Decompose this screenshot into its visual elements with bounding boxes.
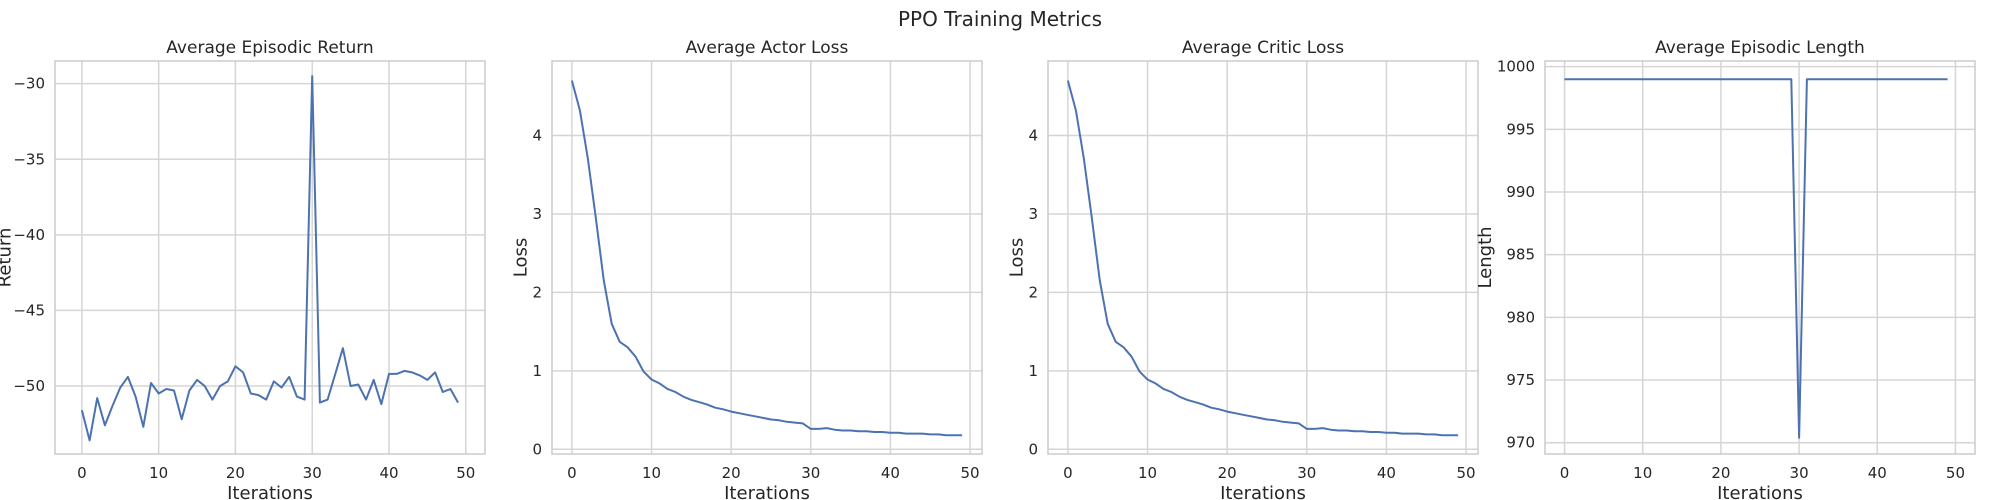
y-tick-label: 3 (1028, 205, 1038, 223)
subplot-title: Average Critic Loss (1182, 38, 1344, 58)
figure-title: PPO Training Metrics (898, 7, 1102, 31)
y-tick-label: 1000 (1497, 58, 1535, 76)
x-axis-label: Iterations (1220, 483, 1306, 500)
y-tick-label: 1 (1028, 362, 1038, 380)
y-tick-label: 2 (1028, 283, 1038, 301)
y-tick-label: 1 (532, 362, 542, 380)
x-tick-label: 50 (456, 464, 475, 482)
subplot-4: 0 10 20 30 40 50 1000 995 990 985 980 975 970 Average… (1475, 38, 1976, 500)
y-axis-label: Loss (511, 238, 532, 277)
y-tick-label: 3 (532, 205, 542, 223)
axes-frame (551, 60, 983, 455)
subplot-title: Average Actor Loss (686, 38, 849, 58)
y-tick-label: 985 (1506, 246, 1535, 264)
x-axis-label: Iterations (1717, 483, 1803, 500)
x-tick-label: 30 (303, 464, 322, 482)
y-tick-label: 0 (532, 440, 542, 458)
subplot-title: Average Episodic Return (166, 38, 373, 58)
x-axis-label: Iterations (227, 483, 313, 500)
y-tick-label: 4 (1028, 127, 1038, 145)
x-tick-label: 30 (1297, 464, 1316, 482)
x-tick-label: 0 (1560, 464, 1570, 482)
x-tick-label: 10 (642, 464, 661, 482)
subplot-title: Average Episodic Length (1655, 38, 1865, 58)
x-tick-label: 50 (1457, 464, 1476, 482)
x-tick-label: 0 (1063, 464, 1073, 482)
y-tick-label: −45 (13, 301, 45, 319)
y-tick-label: 4 (532, 127, 542, 145)
x-tick-label: 50 (1946, 464, 1965, 482)
series-line (1066, 80, 1459, 437)
x-tick-label: 10 (1138, 464, 1157, 482)
y-tick-label: 0 (1028, 440, 1038, 458)
y-tick-label: 980 (1506, 308, 1535, 326)
subplot-3: 0 10 20 30 40 50 0 1 2 3 4 Average Critic Loss Itera… (1007, 38, 1479, 500)
y-tick-label: −30 (13, 75, 45, 93)
subplot-2: 0 10 20 30 40 50 0 1 2 3 4 Average Actor Loss Iterat… (511, 38, 983, 500)
x-tick-label: 20 (722, 464, 741, 482)
x-tick-label: 30 (1790, 464, 1809, 482)
y-axis-label: Loss (1007, 238, 1028, 277)
series-line (1564, 78, 1948, 439)
axes-frame (54, 60, 486, 455)
x-tick-label: 50 (961, 464, 980, 482)
y-tick-label: 970 (1506, 434, 1535, 452)
x-tick-label: 40 (379, 464, 398, 482)
y-tick-label: 995 (1506, 120, 1535, 138)
x-tick-label: 20 (1218, 464, 1237, 482)
x-tick-label: 20 (1711, 464, 1730, 482)
y-axis-label: Length (1475, 226, 1496, 288)
y-tick-label: −35 (13, 150, 45, 168)
x-tick-label: 10 (149, 464, 168, 482)
y-tick-label: 990 (1506, 183, 1535, 201)
y-tick-label: −50 (13, 377, 45, 395)
y-tick-label: −40 (13, 226, 45, 244)
x-tick-label: 10 (1633, 464, 1652, 482)
y-tick-label: 975 (1506, 371, 1535, 389)
axes-frame (1047, 60, 1479, 455)
subplot-1: 0 10 20 30 40 50 −30 −35 −40 −45 −50 Average Episod… (0, 38, 486, 500)
x-tick-label: 0 (567, 464, 577, 482)
x-tick-label: 0 (77, 464, 87, 482)
y-tick-label: 2 (532, 283, 542, 301)
y-axis-label: Return (0, 228, 16, 288)
x-tick-label: 20 (226, 464, 245, 482)
series-line (570, 80, 963, 437)
x-tick-label: 40 (881, 464, 900, 482)
series-line (80, 75, 459, 442)
x-axis-label: Iterations (724, 483, 810, 500)
axes-frame (1544, 60, 1976, 455)
x-tick-label: 40 (1377, 464, 1396, 482)
x-tick-label: 30 (801, 464, 820, 482)
x-tick-label: 40 (1868, 464, 1887, 482)
